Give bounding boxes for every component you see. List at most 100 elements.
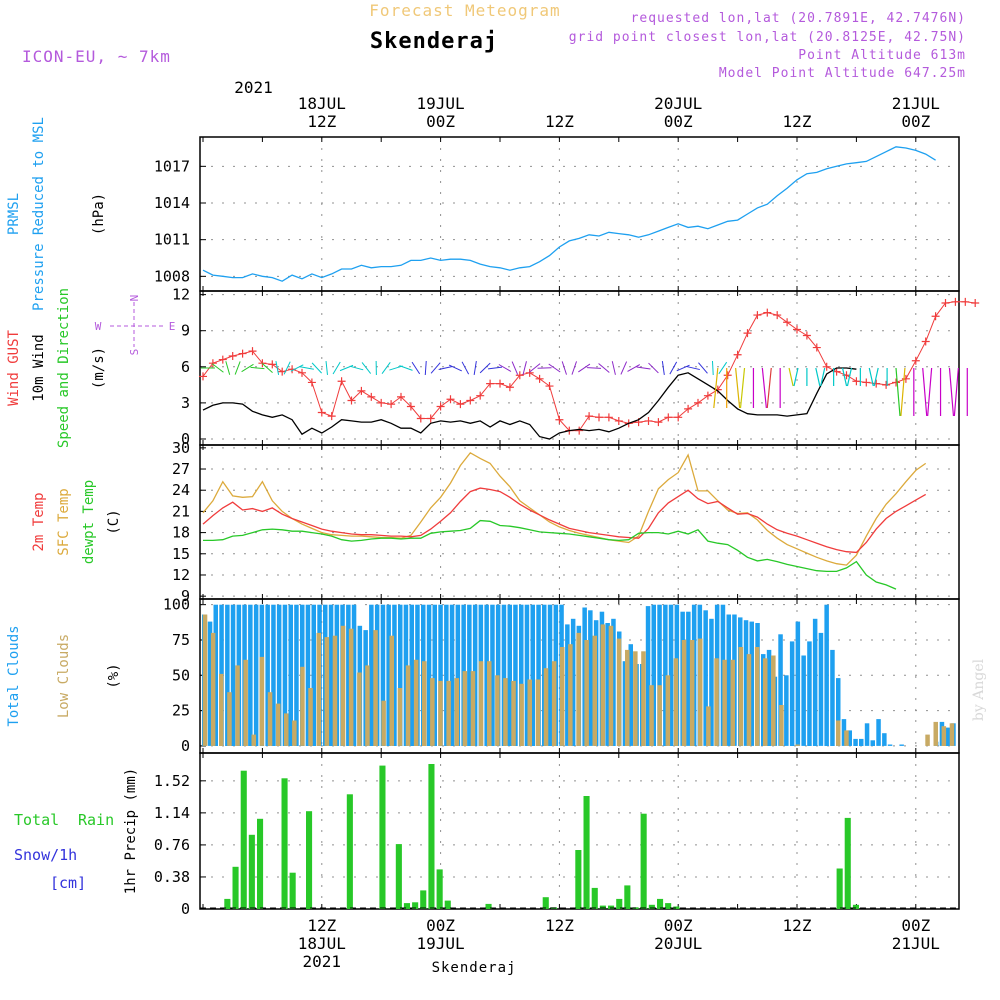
gust-marker — [298, 368, 306, 377]
low-cloud-bar — [348, 628, 354, 746]
total-cloud-bar — [853, 738, 858, 746]
low-cloud-bar — [633, 651, 638, 746]
total-cloud-bar — [432, 604, 437, 746]
low-cloud-bar — [397, 688, 403, 746]
total-cloud-bar — [899, 744, 904, 746]
low-cloud-bar — [844, 730, 849, 746]
precip-bar — [289, 872, 296, 909]
gust-marker — [486, 379, 495, 388]
precip-bar — [836, 868, 843, 909]
wind-arrow — [873, 367, 879, 387]
top-time-label: 00Z — [901, 112, 930, 131]
gust-marker — [654, 418, 663, 427]
wind-arrow — [261, 362, 273, 374]
gust-marker — [703, 391, 712, 400]
low-cloud-bar — [487, 661, 492, 746]
low-cloud-bar — [698, 638, 703, 746]
panel-label: PRMSL — [6, 193, 22, 235]
total-cloud-bar — [305, 604, 311, 746]
total-cloud-bar — [605, 623, 610, 746]
wind-arrow — [895, 367, 901, 417]
gust-marker — [476, 391, 485, 400]
wind-arrow — [461, 361, 470, 375]
total-cloud-bar — [588, 610, 593, 746]
wind-arrow — [587, 367, 602, 369]
total-cloud-bar — [807, 641, 812, 746]
gust-marker — [367, 392, 376, 401]
y-tick-label: 1.52 — [154, 772, 190, 790]
product-title: Forecast Meteogram — [369, 1, 560, 20]
precip-bar — [648, 904, 655, 909]
gust-marker — [644, 416, 653, 425]
wind-arrow — [561, 361, 567, 375]
y-tick-label: 9 — [181, 587, 190, 605]
gust-marker — [535, 374, 544, 383]
total-cloud-bar — [507, 604, 512, 746]
wind-arrow — [250, 366, 265, 370]
low-cloud-bar — [600, 624, 606, 746]
gust-marker — [911, 356, 920, 365]
gust-marker — [723, 371, 732, 380]
total-cloud-bar — [276, 604, 282, 746]
total-cloud-bar — [351, 604, 357, 746]
low-cloud-bar — [438, 680, 443, 746]
bottom-time-label: 20JUL — [654, 934, 702, 953]
total-cloud-bar — [288, 604, 293, 746]
low-cloud-bar — [949, 723, 955, 746]
total-cloud-bar — [795, 621, 801, 746]
wind-arrow — [479, 362, 491, 374]
low-cloud-bar — [332, 635, 338, 746]
sfc-temp-line — [202, 451, 927, 566]
total-cloud-bar — [311, 604, 316, 746]
total-cloud-bar — [611, 618, 616, 746]
y-tick-label: 0 — [181, 430, 190, 448]
y-ticks: 0 3 6 9 12 — [172, 286, 206, 448]
panel-frame — [199, 444, 960, 600]
wind-arrow — [922, 367, 928, 417]
gust-marker — [852, 377, 861, 386]
wind-arrow — [488, 366, 503, 370]
precip-bar — [403, 903, 410, 909]
gust-marker — [416, 414, 425, 423]
y-tick-label: 9 — [181, 322, 190, 340]
precip-bar — [657, 898, 664, 909]
gust-marker — [604, 413, 613, 422]
wind-arrow — [438, 366, 453, 370]
low-cloud-bar — [470, 671, 476, 746]
total-cloud-bar — [876, 719, 881, 746]
low-cloud-bar — [689, 640, 695, 746]
wind-arrow — [793, 367, 799, 387]
total-cloud-bar — [282, 604, 288, 746]
gust-marker — [505, 383, 514, 392]
wind-arrow — [548, 363, 561, 373]
panel-unit: 1hr Precip (mm) — [123, 768, 139, 894]
low-cloud-bar — [941, 726, 947, 746]
low-cloud-bar — [714, 658, 719, 746]
low-cloud-bar — [267, 692, 273, 746]
wind-compass: W E N S — [95, 295, 176, 356]
low-cloud-bar — [454, 678, 459, 746]
total-cloud-bar — [271, 604, 276, 746]
low-cloud-bar — [243, 659, 248, 746]
wind-arrow — [424, 360, 427, 376]
point-altitude: Point Altitude 613m — [798, 48, 966, 63]
gust-line — [202, 301, 976, 432]
gust-marker — [545, 382, 554, 391]
wind-arrow — [713, 367, 719, 409]
wind-arrow — [598, 363, 610, 373]
wind-arrow — [766, 367, 772, 409]
gust-marker — [248, 347, 257, 356]
gust-marker — [951, 297, 960, 306]
bottom-time-label: 19JUL — [417, 934, 465, 953]
wind-arrow — [648, 362, 659, 374]
low-cloud-bar — [576, 632, 581, 746]
precip-bar — [665, 903, 672, 909]
y-tick-label: 75 — [172, 631, 190, 649]
total-cloud-bar — [830, 649, 835, 746]
wind-arrow — [761, 367, 767, 409]
gust-marker — [555, 415, 564, 424]
y-tick-label: 6 — [181, 358, 190, 376]
precip-bar — [240, 770, 247, 909]
total-cloud-bar — [726, 614, 731, 746]
gust-marker — [733, 350, 742, 359]
